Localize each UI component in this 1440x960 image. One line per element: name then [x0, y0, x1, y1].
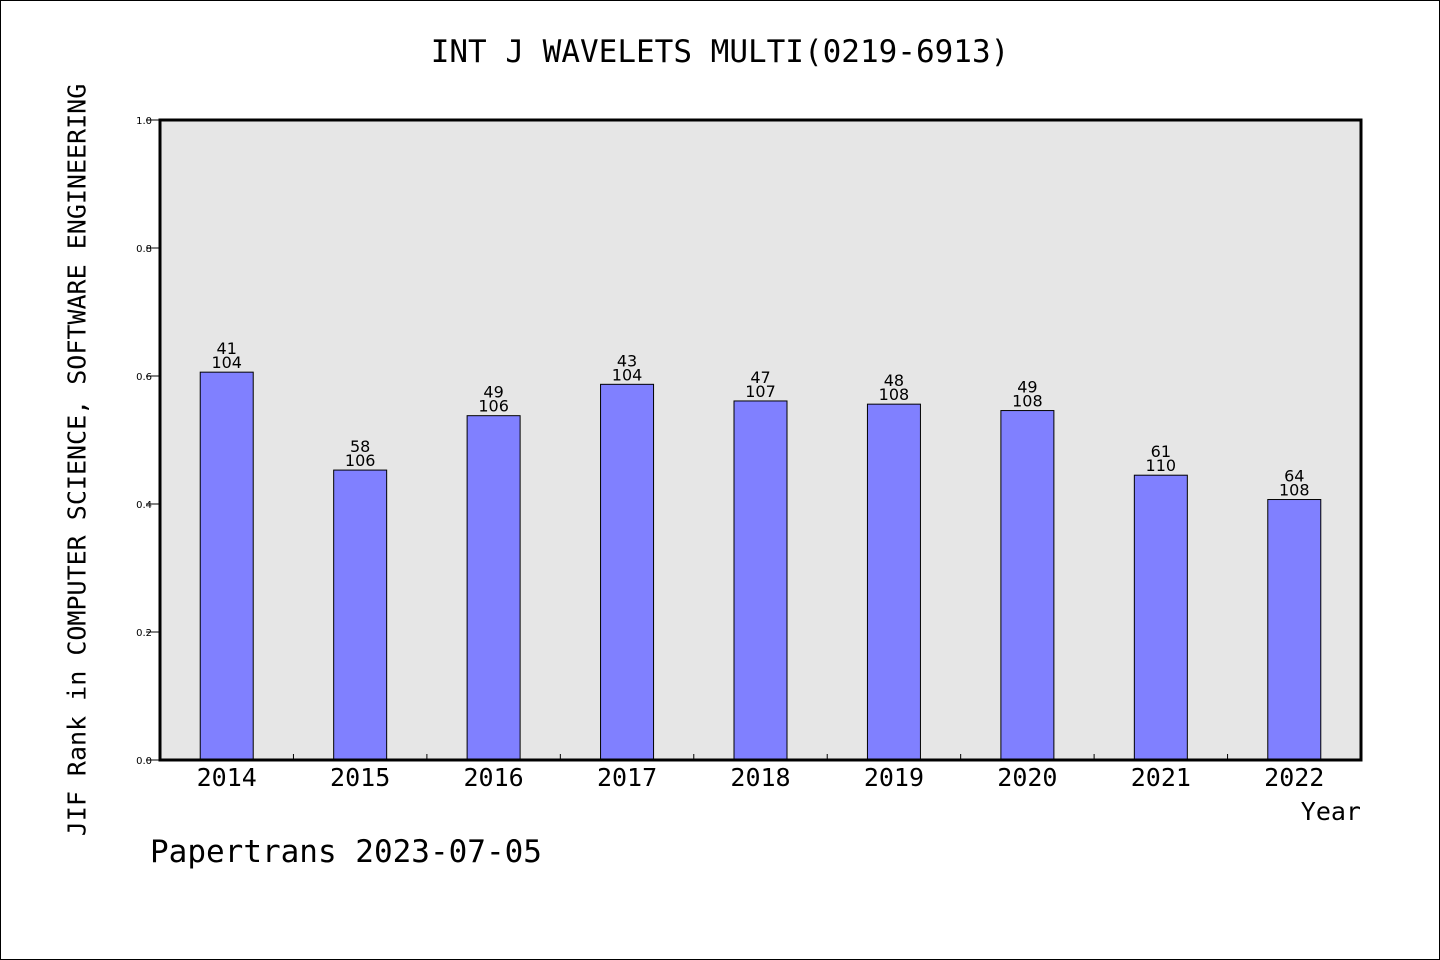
- bar-rank-label: 43: [617, 351, 637, 370]
- bar-total-label: 106: [478, 397, 509, 416]
- x-tick-label: 2017: [597, 763, 657, 792]
- bar-total-label: 104: [612, 365, 643, 384]
- bar-2014: [199, 371, 254, 761]
- bar-rank-label: 58: [350, 437, 370, 456]
- bar-rank-label: 64: [1284, 467, 1304, 486]
- chart-title: INT J WAVELETS MULTI(0219-6913): [430, 34, 1010, 70]
- y-tick-label: 0.4: [136, 500, 152, 511]
- y-tick-label: 0.2: [136, 628, 152, 639]
- x-tick-label: 2019: [864, 763, 924, 792]
- y-tick-label: 0.6: [136, 372, 152, 383]
- bar-rank-label: 61: [1151, 442, 1171, 461]
- bar-rank-label: 48: [884, 371, 904, 390]
- bar-2016: [466, 415, 521, 761]
- bar-total-label: 107: [745, 382, 776, 401]
- y-tick-label: 0.8: [136, 244, 152, 255]
- bar-total-label: 108: [879, 385, 910, 404]
- x-axis-label: Year: [1301, 797, 1361, 826]
- footer-text: Papertrans 2023-07-05: [150, 834, 542, 870]
- bar-rank-label: 49: [483, 383, 503, 402]
- bar-2020: [1000, 410, 1055, 761]
- bar-2017: [600, 383, 655, 761]
- bar-total-label: 108: [1279, 481, 1310, 500]
- y-tick-label: 0.0: [136, 756, 152, 767]
- x-tick-label: 2020: [997, 763, 1057, 792]
- x-tick-label: 2016: [464, 763, 524, 792]
- bar-rank-label: 47: [750, 368, 770, 387]
- plot-border: [158, 118, 1363, 762]
- bar-rank-label: 49: [1017, 378, 1037, 397]
- bar-total-label: 106: [345, 451, 376, 470]
- bar-total-label: 110: [1146, 456, 1177, 475]
- bar-2022: [1267, 499, 1322, 761]
- bar-2015: [333, 469, 388, 761]
- bar-total-label: 104: [211, 353, 242, 372]
- bar-total-label: 108: [1012, 392, 1043, 411]
- y-tick-label: 1.0: [136, 116, 152, 127]
- bar-2019: [866, 403, 921, 761]
- x-tick-label: 2018: [730, 763, 790, 792]
- x-tick-label: 2022: [1264, 763, 1324, 792]
- x-tick-label: 2014: [197, 763, 257, 792]
- bar-rank-label: 41: [217, 339, 237, 358]
- x-tick-label: 2015: [330, 763, 390, 792]
- x-tick-label: 2021: [1131, 763, 1191, 792]
- bar-2021: [1133, 474, 1188, 761]
- bar-2018: [733, 400, 788, 761]
